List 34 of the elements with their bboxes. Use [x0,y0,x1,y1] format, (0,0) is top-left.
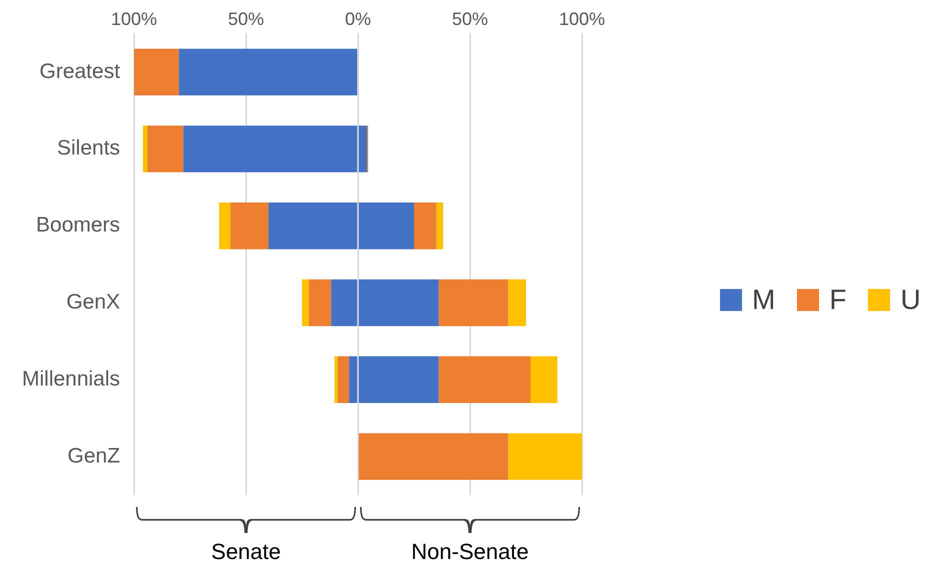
y-tick-label: Millennials [22,367,120,390]
x-tick-label: 50% [452,8,488,29]
bar [438,356,530,404]
y-tick-label: GenZ [68,444,120,468]
text: Non-Senate [411,539,529,565]
y-tick-label: Silents [57,136,120,160]
x-tick-label: 100% [111,8,158,29]
x-tick-label: 50% [228,8,264,29]
legend-label: U [900,284,921,316]
bar [338,356,350,404]
y-tick-label: Boomers [36,214,120,237]
bar [508,433,582,480]
bar [414,202,436,250]
bar [147,126,184,172]
bar [142,126,148,172]
legend-label: F [829,284,846,316]
bar [219,202,230,250]
bar [438,279,508,326]
bar [134,48,179,96]
text: Senate [211,539,281,565]
bar [178,48,358,96]
legend-label: M [752,284,776,316]
bar [358,433,508,480]
y-tick-label: Greatest [39,60,120,83]
bar [508,279,526,326]
bar [302,279,309,326]
x-tick-label: 100% [558,8,606,29]
y-tick-label: GenX [66,290,120,314]
bar [530,356,558,404]
bar [334,356,338,404]
bar [308,279,332,326]
bar [436,202,444,250]
x-tick-label: 0% [345,8,372,29]
bar [230,202,268,250]
